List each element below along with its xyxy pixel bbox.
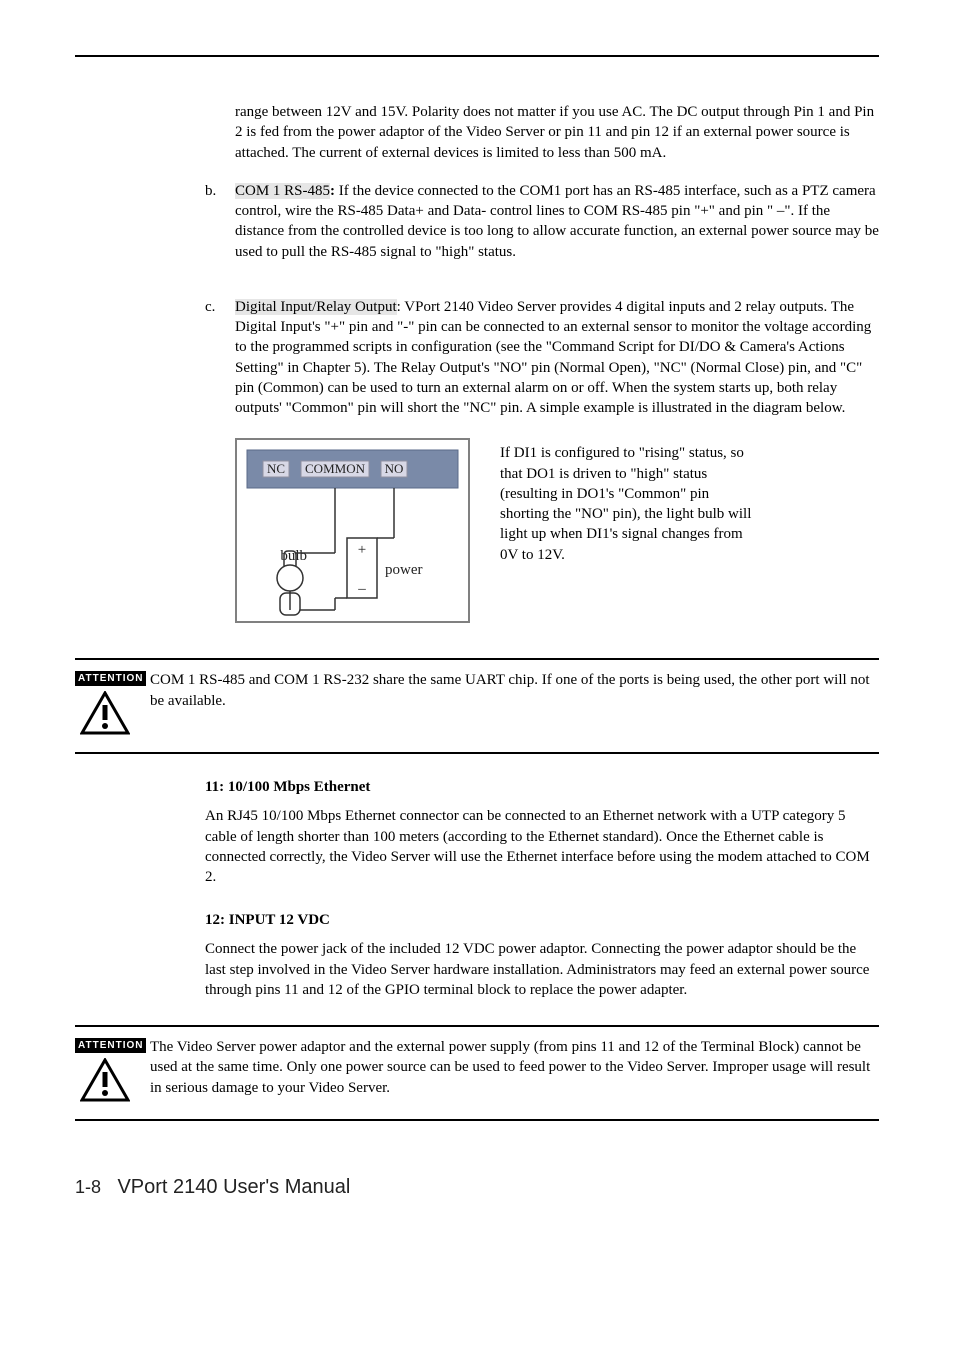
- list-content-c: Digital Input/Relay Output: VPort 2140 V…: [235, 297, 879, 419]
- list-marker-b: b.: [205, 181, 235, 262]
- diagram-minus: –: [357, 581, 366, 597]
- highlight-digital-io: Digital Input/Relay Output: [235, 299, 397, 315]
- warning-icon: [80, 1058, 130, 1102]
- diagram-common-label: COMMON: [305, 461, 366, 476]
- footer-title: VPort 2140 User's Manual: [117, 1176, 350, 1198]
- diagram-plus: +: [358, 542, 366, 558]
- section-11-body: An RJ45 10/100 Mbps Ethernet connector c…: [205, 806, 879, 887]
- section-11-heading: 11: 10/100 Mbps Ethernet: [205, 779, 879, 796]
- warning-icon: [80, 691, 130, 735]
- intro-paragraph: range between 12V and 15V. Polarity does…: [235, 102, 879, 163]
- section-12-heading: 12: INPUT 12 VDC: [205, 912, 879, 929]
- relay-diagram: NC COMMON NO bulb: [235, 438, 470, 628]
- highlight-com1-rs485: COM 1 RS-485: [235, 183, 330, 199]
- page-footer: 1-8 VPort 2140 User's Manual: [75, 1176, 879, 1199]
- diagram-side-note: If DI1 is configured to "rising" status,…: [500, 438, 760, 628]
- attention-text-2: The Video Server power adaptor and the e…: [150, 1035, 879, 1098]
- diagram-no-label: NO: [385, 461, 404, 476]
- footer-page-number: 1-8: [75, 1177, 101, 1197]
- diagram-nc-label: NC: [267, 461, 285, 476]
- attention-label-1: ATTENTION: [75, 671, 146, 686]
- bold-colon-b: :: [330, 183, 339, 199]
- list-content-b: COM 1 RS-485: If the device connected to…: [235, 181, 879, 262]
- attention-block-2: ATTENTION The Video Server power adaptor…: [75, 1025, 879, 1121]
- list-marker-c: c.: [205, 297, 235, 419]
- list-item-c: c. Digital Input/Relay Output: VPort 214…: [205, 297, 879, 419]
- section-12-body: Connect the power jack of the included 1…: [205, 939, 879, 1000]
- diagram-power-label: power: [385, 562, 423, 578]
- list-item-b: b. COM 1 RS-485: If the device connected…: [205, 181, 879, 262]
- top-rule: [75, 55, 879, 57]
- item-c-body: : VPort 2140 Video Server provides 4 dig…: [235, 299, 871, 416]
- attention-block-1: ATTENTION COM 1 RS-485 and COM 1 RS-232 …: [75, 658, 879, 754]
- attention-text-1: COM 1 RS-485 and COM 1 RS-232 share the …: [150, 668, 879, 711]
- attention-label-2: ATTENTION: [75, 1038, 146, 1053]
